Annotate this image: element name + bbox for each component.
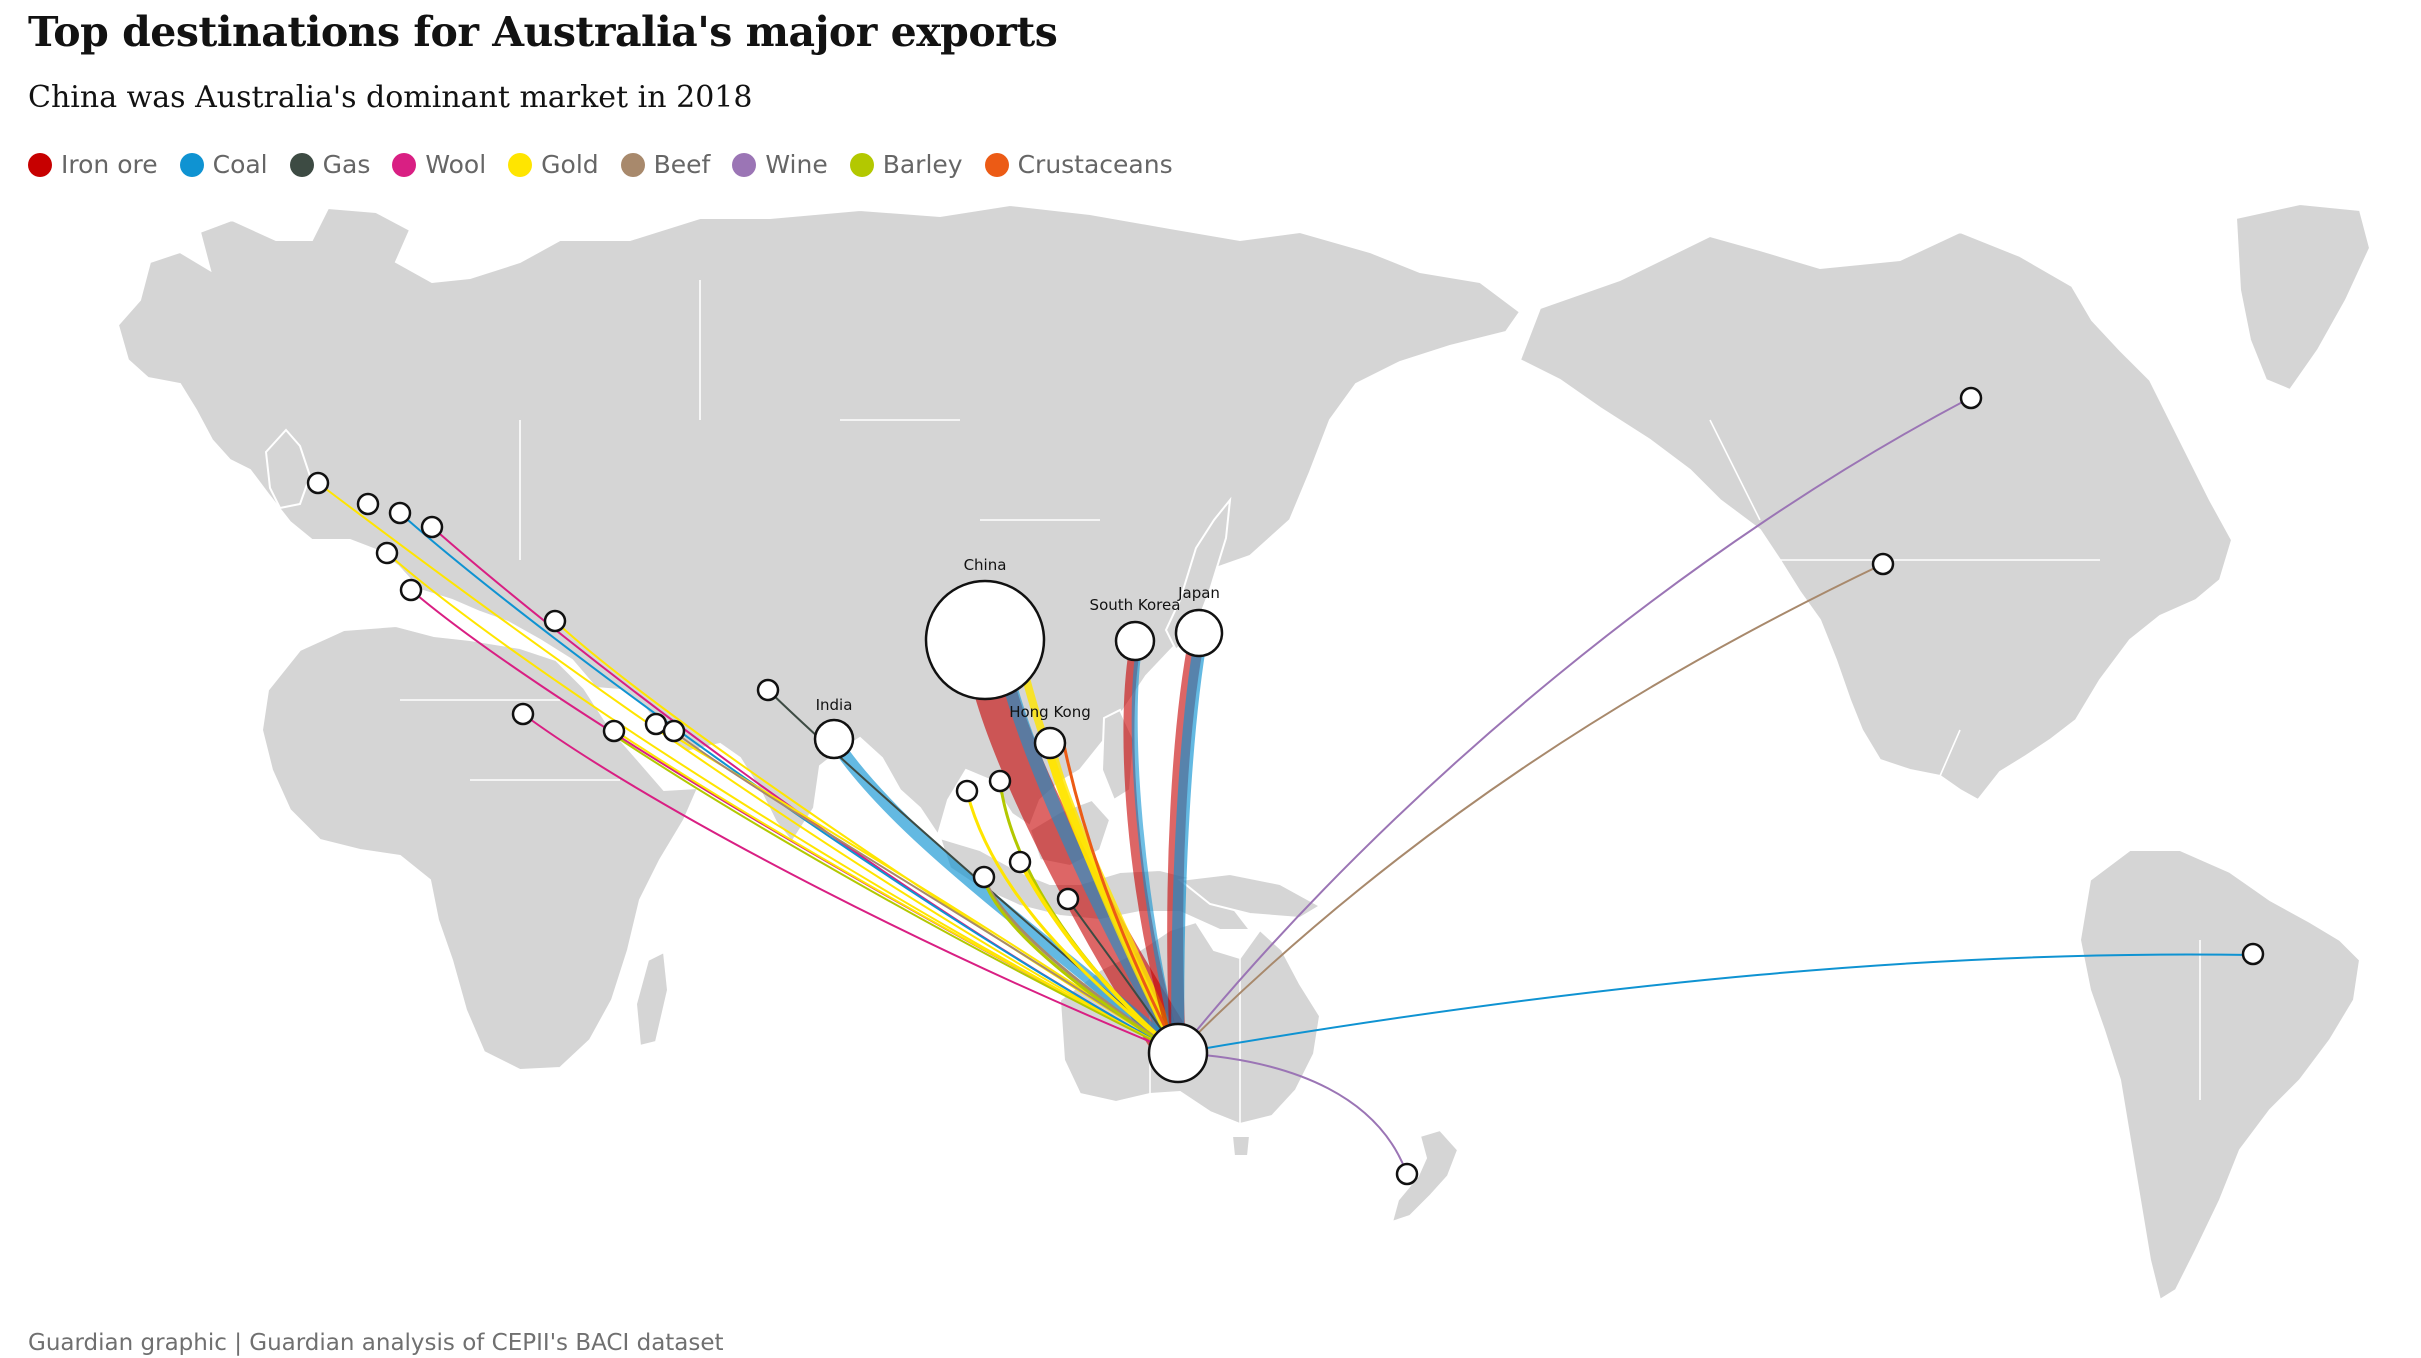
flow-wine-new-zealand — [1177, 1052, 1408, 1175]
landmass-south-america — [2078, 849, 2362, 1302]
legend: Iron ore Coal Gas Wool Gold Beef Wine Ba… — [28, 150, 1195, 179]
label-layer: China South Korea Japan India Hong Kong — [816, 556, 1220, 721]
legend-swatch — [28, 152, 52, 177]
marker-south-korea[interactable] — [1114, 620, 1156, 662]
source-note: Guardian graphic | Guardian analysis of … — [28, 1330, 724, 1356]
legend-item-crustaceans: Crustaceans — [984, 150, 1173, 179]
marker-japan[interactable] — [1174, 608, 1224, 658]
marker-uk[interactable] — [306, 471, 330, 495]
chart-title: Top destinations for Australia's major e… — [28, 8, 1058, 56]
flow-coal-japan — [1171, 630, 1209, 1054]
legend-item-iron-ore: Iron ore — [28, 150, 158, 179]
marker-vietnam[interactable] — [988, 769, 1012, 793]
legend-item-beef: Beef — [620, 150, 711, 179]
flow-coal-europe — [399, 512, 1179, 1054]
legend-label: Beef — [653, 150, 711, 179]
marker-china[interactable] — [924, 579, 1046, 701]
flow-coal-brazil — [1177, 953, 2254, 1054]
marker-belgium[interactable] — [356, 492, 380, 516]
label-india: India — [816, 696, 853, 714]
legend-item-barley: Barley — [849, 150, 963, 179]
marker-malaysia[interactable] — [972, 865, 996, 889]
marker-uae[interactable] — [662, 719, 686, 743]
marker-new-zealand[interactable] — [1395, 1162, 1419, 1186]
flow-crustaceans-hong-kong — [1062, 744, 1180, 1054]
marker-indonesia[interactable] — [1056, 887, 1080, 911]
marker-turkey[interactable] — [543, 609, 567, 633]
landmass-madagascar — [634, 950, 670, 1048]
flow-gold-singapore — [1018, 861, 1180, 1055]
marker-hong-kong[interactable] — [1033, 726, 1067, 760]
flow-gold-hong-kong — [1044, 744, 1184, 1056]
legend-item-wool: Wool — [392, 150, 486, 179]
marker-australia[interactable] — [1147, 1022, 1209, 1084]
legend-item-gold: Gold — [508, 150, 599, 179]
landmass-eurasia — [116, 203, 1522, 844]
legend-label: Gold — [541, 150, 599, 179]
flow-iron-ore-south-korea — [1123, 640, 1184, 1055]
marker-pakistan[interactable] — [756, 678, 780, 702]
flow-barley-malaysia — [982, 879, 1179, 1055]
flow-wool-egypt — [522, 713, 1179, 1054]
legend-label: Wool — [425, 150, 487, 179]
flow-beef-usa — [1177, 563, 1884, 1054]
flow-wine-canada — [1177, 397, 1971, 1054]
label-china: China — [964, 556, 1007, 574]
chart-subtitle: China was Australia's dominant market in… — [28, 80, 753, 115]
label-hong-kong: Hong Kong — [1009, 703, 1091, 721]
legend-swatch — [179, 152, 204, 177]
landmass-britain — [264, 428, 312, 510]
legend-label: Gas — [322, 150, 371, 179]
legend-swatch — [289, 152, 314, 177]
marker-canada[interactable] — [1959, 386, 1983, 410]
flow-gold-thailand — [965, 791, 1179, 1055]
land-layer — [116, 202, 2372, 1302]
marker-layer — [306, 386, 2265, 1186]
marker-italy[interactable] — [399, 578, 423, 602]
flow-gold-uae — [655, 724, 1179, 1054]
marker-usa[interactable] — [1871, 552, 1895, 576]
legend-label: Iron ore — [61, 150, 158, 179]
marker-poland[interactable] — [420, 515, 444, 539]
legend-swatch — [620, 152, 645, 177]
legend-swatch — [392, 152, 417, 177]
flow-coal-south-korea — [1131, 641, 1181, 1054]
marker-singapore[interactable] — [1008, 850, 1032, 874]
legend-label: Coal — [212, 150, 268, 179]
marker-germany[interactable] — [388, 501, 412, 525]
flow-gold-uk — [317, 482, 1179, 1054]
marker-brazil[interactable] — [2241, 942, 2265, 966]
legend-label: Crustaceans — [1017, 150, 1173, 179]
marker-saudi-arabia[interactable] — [602, 719, 626, 743]
legend-swatch — [849, 152, 874, 177]
flow-gold-saudi — [613, 729, 1179, 1054]
landmass-tasmania — [1230, 1135, 1252, 1157]
marker-egypt[interactable] — [511, 702, 535, 726]
legend-item-gas: Gas — [289, 150, 371, 179]
marker-india[interactable] — [813, 718, 855, 760]
legend-label: Wine — [765, 150, 828, 179]
legend-label: Barley — [882, 150, 963, 179]
label-japan: Japan — [1177, 584, 1220, 602]
landmass-africa — [260, 624, 700, 1072]
legend-swatch — [732, 152, 757, 177]
marker-switzerland[interactable] — [375, 541, 399, 565]
flow-gas-indonesia — [1067, 899, 1179, 1054]
landmass-north-america — [1518, 230, 2234, 802]
legend-swatch — [984, 152, 1009, 177]
legend-item-wine: Wine — [732, 150, 828, 179]
landmass-greenland — [2234, 202, 2372, 392]
landmass-new-guinea — [1177, 872, 1323, 920]
label-south-korea: South Korea — [1090, 596, 1181, 614]
legend-swatch — [508, 152, 533, 177]
flow-barley-saudi — [611, 733, 1179, 1054]
flow-beef-uae — [672, 730, 1179, 1054]
marker-thailand[interactable] — [955, 779, 979, 803]
landmass-new-zealand — [1390, 1128, 1460, 1224]
legend-item-coal: Coal — [179, 150, 268, 179]
